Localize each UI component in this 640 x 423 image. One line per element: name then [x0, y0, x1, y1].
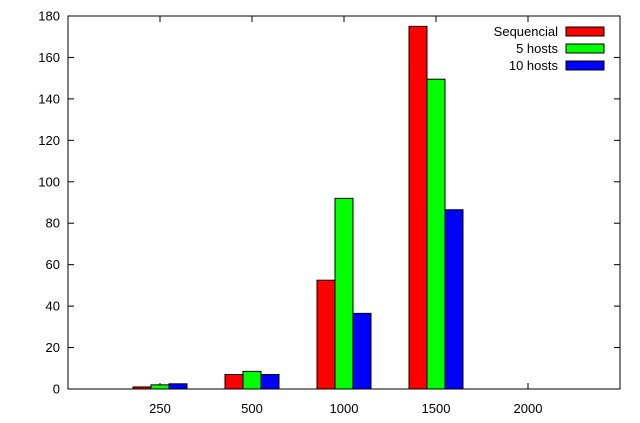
y-tick-label: 180 — [38, 9, 60, 24]
x-tick-label: 250 — [149, 401, 171, 416]
y-tick-label: 80 — [46, 216, 60, 231]
bar-10-hosts-500 — [260, 373, 280, 390]
y-tick-label: 140 — [38, 91, 60, 106]
bars — [132, 25, 464, 390]
legend-label: Sequencial — [494, 24, 558, 39]
legend-label: 5 hosts — [516, 41, 558, 56]
bar-10-hosts-250 — [168, 383, 188, 390]
y-tick-label: 120 — [38, 133, 60, 148]
bar-10-hosts-1000 — [352, 312, 372, 390]
y-tick-label: 60 — [46, 257, 60, 272]
bar-sequencial-500 — [224, 373, 244, 390]
legend-swatch — [565, 60, 605, 71]
bar-5-hosts-500 — [242, 370, 262, 390]
x-tick-label: 1500 — [422, 401, 451, 416]
x-tick-label: 2000 — [514, 401, 543, 416]
legend-label: 10 hosts — [509, 58, 559, 73]
legend: Sequencial 5 hosts 10 hosts — [494, 24, 605, 73]
y-tick-label: 0 — [53, 382, 60, 397]
x-tick-label: 1000 — [330, 401, 359, 416]
bar-sequencial-1500 — [408, 25, 428, 390]
y-tick-label: 20 — [46, 340, 60, 355]
legend-swatch — [565, 26, 605, 37]
x-axis: 250 500 1000 1500 2000 — [149, 16, 542, 416]
bar-10-hosts-1500 — [444, 209, 464, 390]
x-tick-label: 500 — [241, 401, 263, 416]
bar-5-hosts-1500 — [426, 78, 446, 390]
y-axis: 0 20 40 60 80 100 120 140 160 180 — [38, 9, 620, 397]
bar-5-hosts-1000 — [334, 197, 354, 390]
bar-sequencial-250 — [132, 386, 152, 390]
y-tick-label: 100 — [38, 174, 60, 189]
bar-sequencial-1000 — [316, 279, 336, 390]
y-tick-label: 160 — [38, 50, 60, 65]
y-tick-label: 40 — [46, 299, 60, 314]
legend-swatch — [565, 43, 605, 54]
bar-5-hosts-250 — [150, 384, 170, 390]
